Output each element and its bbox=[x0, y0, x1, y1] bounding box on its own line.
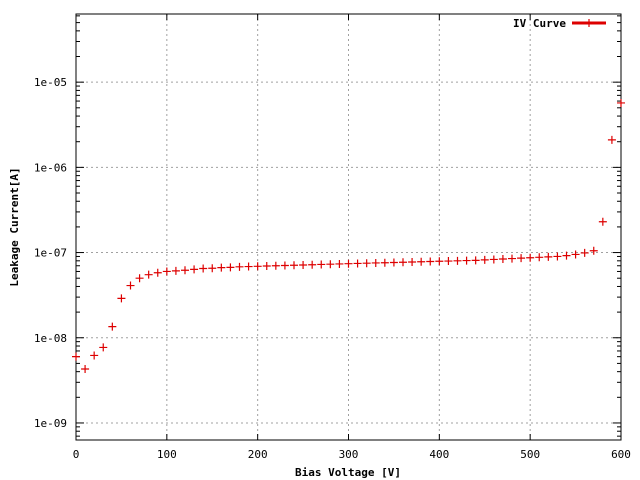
grid-lines bbox=[76, 14, 621, 440]
data-point bbox=[81, 364, 90, 373]
data-point bbox=[607, 135, 616, 144]
data-point bbox=[162, 267, 171, 276]
data-point bbox=[380, 258, 389, 267]
legend-label: IV Curve bbox=[513, 17, 566, 30]
data-point bbox=[498, 255, 507, 264]
data-point bbox=[589, 246, 598, 255]
data-point bbox=[535, 253, 544, 262]
x-tick-label: 400 bbox=[429, 448, 449, 461]
data-point bbox=[271, 261, 280, 270]
data-point bbox=[244, 262, 253, 271]
legend: IV Curve bbox=[513, 17, 606, 30]
data-point bbox=[117, 294, 126, 303]
data-point bbox=[90, 351, 99, 360]
data-point bbox=[480, 255, 489, 264]
data-point bbox=[317, 260, 326, 269]
data-point bbox=[308, 260, 317, 269]
data-point bbox=[399, 258, 407, 267]
y-tick-label: 1e-09 bbox=[34, 417, 67, 430]
data-point bbox=[299, 260, 308, 269]
data-point bbox=[235, 262, 244, 271]
data-points bbox=[72, 98, 625, 373]
data-point bbox=[253, 262, 262, 271]
data-point bbox=[362, 259, 371, 268]
data-point bbox=[389, 258, 398, 267]
data-point bbox=[580, 248, 589, 257]
data-point bbox=[435, 257, 444, 266]
data-point bbox=[190, 265, 199, 274]
data-point bbox=[262, 262, 271, 271]
data-point bbox=[199, 264, 208, 273]
y-tick-label: 1e-05 bbox=[34, 76, 67, 89]
data-point bbox=[508, 254, 516, 263]
y-tick-label: 1e-08 bbox=[34, 332, 67, 345]
data-point bbox=[489, 255, 498, 264]
data-point bbox=[598, 217, 607, 226]
x-tick-label: 300 bbox=[339, 448, 359, 461]
legend-marker bbox=[585, 19, 593, 27]
y-tick-label: 1e-06 bbox=[34, 161, 67, 174]
data-point bbox=[371, 258, 380, 267]
x-axis-label: Bias Voltage [V] bbox=[295, 466, 401, 479]
y-tick-label: 1e-07 bbox=[34, 247, 67, 260]
x-tick-label: 100 bbox=[157, 448, 177, 461]
x-tick-label: 0 bbox=[73, 448, 80, 461]
data-point bbox=[344, 259, 353, 268]
data-point bbox=[181, 266, 189, 275]
data-point bbox=[562, 251, 571, 260]
data-point bbox=[126, 281, 135, 290]
x-tick-labels: 0 100 200 300 400 500 600 bbox=[73, 448, 631, 461]
data-point bbox=[280, 261, 289, 270]
x-tick-label: 600 bbox=[611, 448, 631, 461]
data-point bbox=[471, 256, 480, 265]
y-axis-label: Leakage Current[A] bbox=[8, 167, 21, 286]
data-point bbox=[426, 257, 435, 266]
data-point bbox=[290, 261, 298, 270]
data-point bbox=[571, 250, 580, 259]
data-point bbox=[553, 252, 562, 261]
data-point bbox=[462, 256, 471, 265]
data-point bbox=[153, 268, 162, 277]
x-tick-label: 500 bbox=[520, 448, 540, 461]
data-point bbox=[72, 352, 80, 361]
data-point bbox=[135, 274, 144, 283]
data-point bbox=[171, 266, 180, 275]
plot-frame bbox=[75, 13, 622, 441]
data-point bbox=[108, 322, 117, 331]
data-point bbox=[326, 260, 335, 269]
x-tick-label: 200 bbox=[248, 448, 268, 461]
data-point bbox=[144, 270, 153, 279]
axis-ticks bbox=[75, 14, 622, 440]
data-point bbox=[517, 254, 526, 263]
data-point bbox=[444, 257, 453, 266]
data-point bbox=[417, 257, 426, 266]
data-point bbox=[544, 252, 553, 261]
data-point bbox=[99, 343, 108, 352]
data-point bbox=[226, 263, 235, 272]
data-point bbox=[353, 259, 362, 268]
y-tick-labels: 1e-09 1e-08 1e-07 1e-06 1e-05 bbox=[34, 76, 67, 430]
data-point bbox=[526, 253, 535, 262]
data-point bbox=[453, 256, 462, 265]
data-point bbox=[617, 98, 625, 107]
data-point bbox=[335, 259, 344, 268]
data-point bbox=[217, 263, 226, 272]
data-point bbox=[408, 257, 417, 266]
data-point bbox=[208, 264, 217, 273]
